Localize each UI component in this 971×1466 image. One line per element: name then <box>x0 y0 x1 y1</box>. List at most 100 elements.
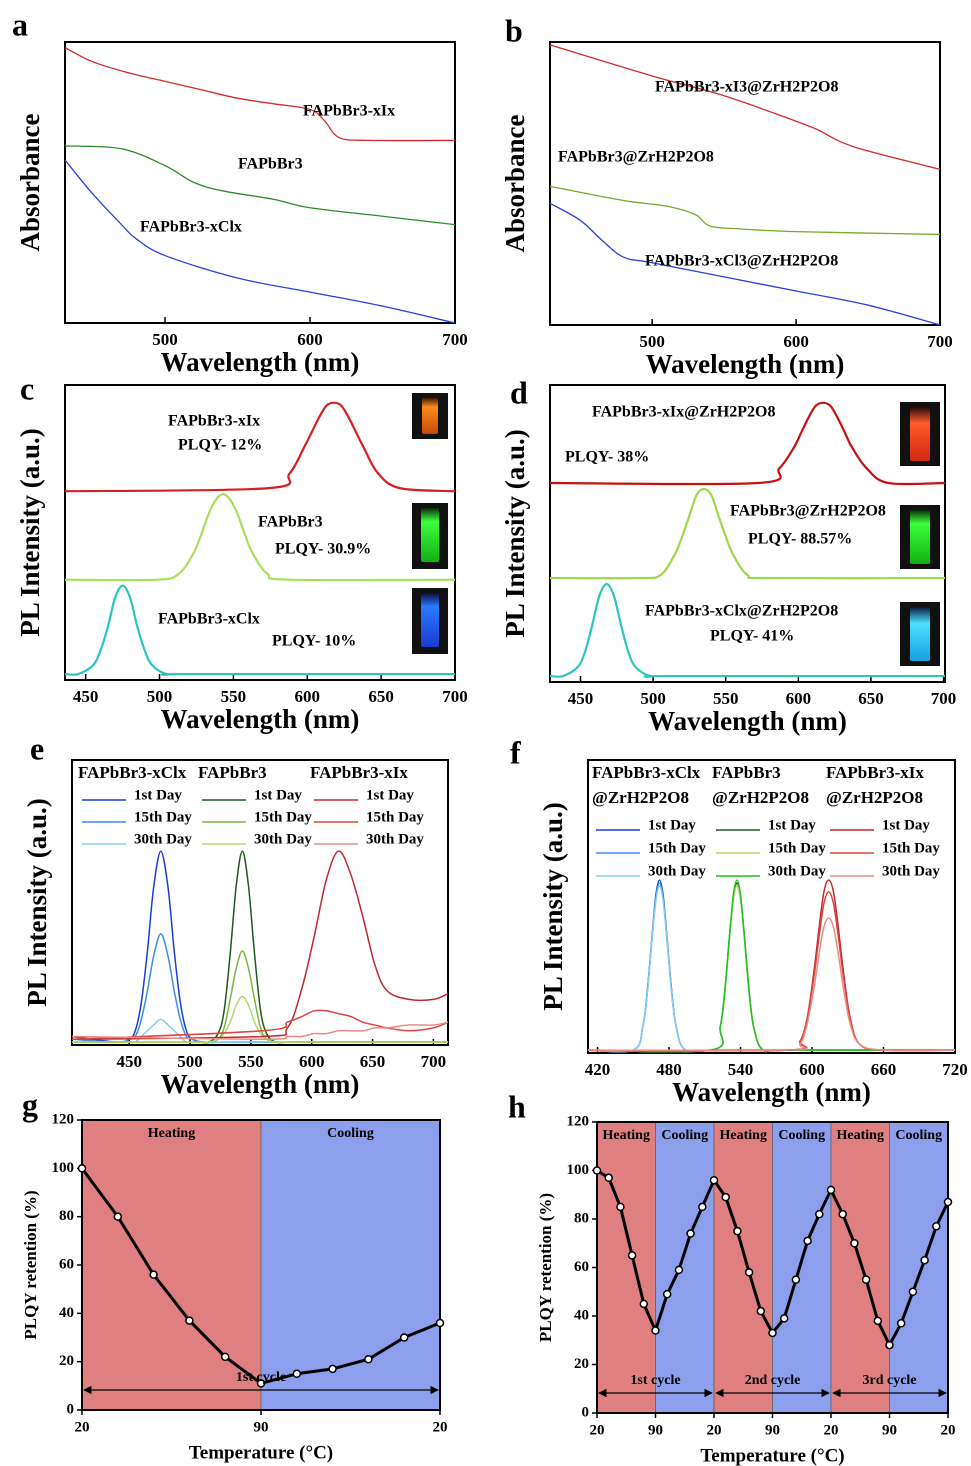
legend-label: 30th Day <box>134 831 192 847</box>
data-point <box>662 1289 672 1299</box>
legend-label: 15th Day <box>648 840 706 856</box>
legend-title: @ZrH2P2O8 <box>712 788 809 807</box>
y-tick-label: 80 <box>574 1210 589 1226</box>
y-tick-label: 60 <box>59 1256 74 1272</box>
x-axis-title: Temperature (°C) <box>700 1445 844 1466</box>
data-point <box>328 1364 337 1374</box>
y-axis-title: PL Intensity (a.u.) <box>15 428 45 637</box>
y-tick-label: 100 <box>567 1162 590 1178</box>
plot-frame <box>64 384 456 681</box>
x-tick-label: 90 <box>254 1419 269 1435</box>
y-axis-title: PLQY retention (%) <box>21 1190 40 1339</box>
x-tick-label: 700 <box>931 689 957 708</box>
x-tick-label: 660 <box>871 1060 897 1079</box>
x-tick-label: 500 <box>640 689 666 708</box>
legend-title: @ZrH2P2O8 <box>826 788 923 807</box>
x-tick-label: 420 <box>585 1060 611 1079</box>
x-tick-label: 700 <box>442 330 468 349</box>
legend-title: FAPbBr3-xClx <box>78 763 187 782</box>
x-tick-label: 450 <box>568 689 594 708</box>
region <box>830 1121 890 1414</box>
plqy-label: PLQY- 30.9% <box>275 541 371 558</box>
spectrum-line <box>71 1021 449 1041</box>
spectrum-line <box>64 159 456 324</box>
y-tick-label: 0 <box>67 1401 75 1417</box>
data-point <box>674 1265 684 1275</box>
region-label: Cooling <box>327 1126 374 1141</box>
y-tick-label: 40 <box>574 1307 589 1323</box>
x-axis-title: Wavelength (nm) <box>672 1077 871 1107</box>
spectrum-line <box>64 493 456 582</box>
region-label: Cooling <box>661 1128 708 1143</box>
plot-frame <box>549 384 946 683</box>
y-tick-label: 0 <box>582 1404 590 1420</box>
region-label: Heating <box>148 1126 195 1141</box>
panel-letter: b <box>505 12 523 48</box>
x-tick-label: 450 <box>116 1052 142 1071</box>
x-tick-label: 500 <box>177 1052 203 1071</box>
x-tick-label: 20 <box>824 1422 839 1438</box>
data-point <box>592 1166 602 1175</box>
x-tick-label: 700 <box>442 687 468 706</box>
legend-title: @ZrH2P2O8 <box>592 788 689 807</box>
panel-letter: e <box>30 730 44 766</box>
region-label: Heating <box>837 1128 884 1143</box>
legend-label: 15th Day <box>768 840 826 856</box>
data-point <box>885 1340 894 1350</box>
vial <box>910 607 930 661</box>
x-tick-label: 720 <box>942 1060 968 1079</box>
cycle-label: 2nd cycle <box>745 1373 801 1388</box>
cycle-label: 1st cycle <box>236 1370 286 1385</box>
region <box>81 1119 262 1411</box>
x-tick-label: 600 <box>299 1052 325 1071</box>
legend-label: 1st Day <box>648 817 696 833</box>
cycle-label: 3rd cycle <box>862 1373 916 1388</box>
cycle-label: 1st cycle <box>630 1373 680 1388</box>
data-point <box>435 1318 445 1328</box>
data-point <box>791 1275 801 1284</box>
region-label: Heating <box>603 1128 650 1143</box>
legend-title: FAPbBr3 <box>198 763 267 782</box>
series-label: FAPbBr3@ZrH2P2O8 <box>558 149 714 166</box>
spectrum-line <box>549 44 941 170</box>
data-point <box>185 1316 194 1325</box>
legend-label: 30th Day <box>366 831 424 847</box>
vial <box>421 593 439 647</box>
region <box>596 1121 656 1414</box>
series-label: FAPbBr3-xCl3@ZrH2P2O8 <box>645 253 838 270</box>
x-tick-label: 600 <box>799 1060 825 1079</box>
data-point <box>364 1355 373 1364</box>
data-point <box>756 1306 766 1316</box>
data-point <box>826 1185 836 1195</box>
x-tick-label: 20 <box>707 1422 722 1438</box>
data-point <box>686 1229 695 1238</box>
legend-title: FAPbBr3 <box>712 763 781 782</box>
x-tick-label: 450 <box>73 687 99 706</box>
x-tick-label: 600 <box>786 689 812 708</box>
y-axis-title: PL Intensity (a.u.) <box>22 798 52 1007</box>
x-tick-label: 90 <box>765 1422 780 1438</box>
spectrum-line <box>71 850 449 1041</box>
series-label: FAPbBr3-xIx <box>168 413 260 430</box>
x-tick-label: 500 <box>147 687 173 706</box>
data-point <box>220 1352 230 1362</box>
x-axis-title: Wavelength (nm) <box>646 349 845 379</box>
data-point <box>932 1222 941 1231</box>
x-tick-label: 650 <box>368 687 394 706</box>
legend-label: 15th Day <box>882 840 940 856</box>
x-tick-label: 550 <box>221 687 247 706</box>
data-point <box>627 1251 637 1260</box>
spectrum-line <box>549 185 941 236</box>
legend-label: 15th Day <box>134 809 192 825</box>
y-axis-title: PLQY retention (%) <box>536 1193 555 1342</box>
panel-letter: f <box>510 734 521 770</box>
plot-frame <box>587 759 956 1054</box>
data-point <box>815 1209 824 1219</box>
x-tick-label: 700 <box>421 1052 447 1071</box>
spectrum-line <box>64 47 456 142</box>
data-point <box>861 1275 871 1284</box>
data-point <box>399 1333 409 1342</box>
legend-label: 30th Day <box>648 863 706 879</box>
data-point <box>604 1173 613 1183</box>
